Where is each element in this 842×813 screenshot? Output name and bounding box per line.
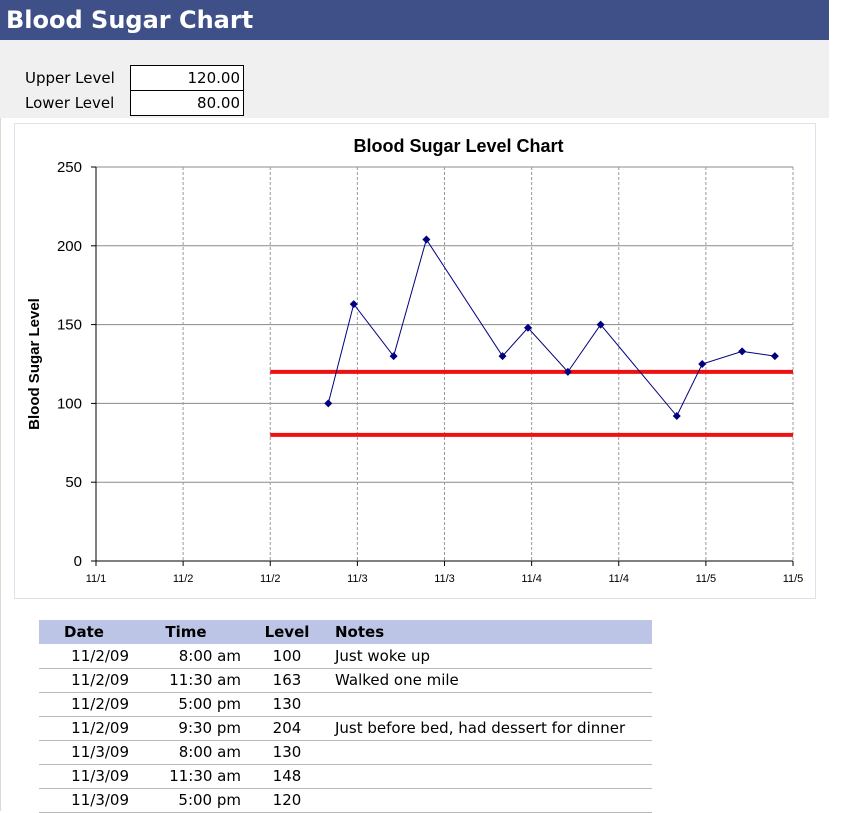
col-header-time[interactable]: Time bbox=[131, 620, 241, 644]
data-point bbox=[422, 235, 431, 244]
y-tick-label: 100 bbox=[57, 395, 82, 412]
y-axis-label: Blood Sugar Level bbox=[26, 298, 43, 430]
lower-level-label: Lower Level bbox=[25, 94, 115, 112]
cell-level[interactable]: 130 bbox=[241, 740, 333, 765]
cell-time[interactable]: 5:00 pm bbox=[131, 692, 241, 717]
table-row: 11/2/09 11:30 am 163 Walked one mile bbox=[39, 668, 652, 693]
x-tick-label: 11/5 bbox=[696, 573, 717, 585]
cell-date[interactable]: 11/3/09 bbox=[39, 764, 131, 789]
data-point bbox=[596, 320, 605, 329]
cell-level[interactable]: 204 bbox=[241, 716, 333, 741]
cell-level[interactable]: 120 bbox=[241, 788, 333, 813]
data-point bbox=[698, 360, 707, 368]
cell-notes[interactable]: Just before bed, had dessert for dinner bbox=[333, 716, 652, 741]
cell-date[interactable]: 11/3/09 bbox=[39, 740, 131, 765]
cell-level[interactable]: 100 bbox=[241, 644, 333, 669]
table-row: 11/2/09 9:30 pm 204 Just before bed, had… bbox=[39, 716, 652, 741]
cell-date[interactable]: 11/3/09 bbox=[39, 788, 131, 813]
level-settings-panel: Upper Level 120.00 Lower Level 80.00 bbox=[0, 40, 829, 118]
table-header-row: Date Time Level Notes bbox=[39, 620, 652, 644]
blood-sugar-chart: Blood Sugar Level Chart 0 50 100 150 200 250 11… bbox=[26, 136, 804, 585]
cell-time[interactable]: 11:30 am bbox=[131, 668, 241, 693]
cell-notes[interactable]: Walked one mile bbox=[333, 668, 652, 693]
upper-level-cell[interactable]: 120.00 bbox=[130, 65, 244, 91]
y-tick-label: 0 bbox=[74, 553, 82, 570]
cell-notes[interactable] bbox=[333, 764, 652, 789]
table-row: 11/3/09 11:30 am 148 bbox=[39, 764, 652, 789]
data-point bbox=[349, 300, 358, 309]
cell-time[interactable]: 9:30 pm bbox=[131, 716, 241, 741]
cell-time[interactable]: 8:00 am bbox=[131, 644, 241, 669]
table-row: 11/3/09 5:00 pm 120 bbox=[39, 788, 652, 813]
cell-date[interactable]: 11/2/09 bbox=[39, 716, 131, 741]
x-tick-label: 11/3 bbox=[434, 573, 455, 585]
cell-level[interactable]: 130 bbox=[241, 692, 333, 717]
cell-time[interactable]: 11:30 am bbox=[131, 764, 241, 789]
data-point bbox=[770, 352, 779, 361]
cell-time[interactable]: 5:00 pm bbox=[131, 788, 241, 813]
y-tick-label: 250 bbox=[57, 159, 82, 176]
x-tick-label: 11/2 bbox=[260, 573, 281, 585]
x-tick-label: 11/3 bbox=[347, 573, 368, 585]
col-header-notes[interactable]: Notes bbox=[333, 620, 652, 644]
cell-notes[interactable] bbox=[333, 740, 652, 765]
cell-level[interactable]: 163 bbox=[241, 668, 333, 693]
table-row: 11/3/09 8:00 am 130 bbox=[39, 740, 652, 765]
series-line bbox=[327, 238, 775, 417]
sheet-title: Blood Sugar Chart bbox=[0, 0, 829, 40]
cell-level[interactable]: 148 bbox=[241, 764, 333, 789]
cell-notes[interactable] bbox=[333, 692, 652, 717]
sheet-left-border bbox=[0, 118, 1, 811]
data-point bbox=[563, 367, 572, 376]
x-tick-label: 11/1 bbox=[86, 573, 107, 585]
table-row: 11/2/09 8:00 am 100 Just woke up bbox=[39, 644, 652, 669]
col-header-level[interactable]: Level bbox=[241, 620, 333, 644]
cell-date[interactable]: 11/2/09 bbox=[39, 644, 131, 669]
data-point bbox=[498, 352, 507, 361]
cell-time[interactable]: 8:00 am bbox=[131, 740, 241, 765]
data-point bbox=[523, 323, 532, 332]
data-point bbox=[738, 347, 747, 356]
table-row: 11/2/09 5:00 pm 130 bbox=[39, 692, 652, 717]
y-tick-label: 50 bbox=[65, 474, 82, 491]
data-point bbox=[324, 399, 333, 408]
cell-notes[interactable]: Just woke up bbox=[333, 644, 652, 669]
x-tick-label: 11/4 bbox=[521, 573, 542, 585]
upper-level-label: Upper Level bbox=[25, 69, 115, 87]
cell-notes[interactable] bbox=[333, 788, 652, 813]
col-header-date[interactable]: Date bbox=[39, 620, 131, 644]
data-point bbox=[672, 412, 681, 421]
x-tick-label: 11/5 bbox=[783, 573, 804, 585]
lower-level-cell[interactable]: 80.00 bbox=[130, 90, 244, 116]
data-point bbox=[389, 352, 398, 361]
chart-area[interactable]: Blood Sugar Level Chart 0 50 100 150 200 250 11… bbox=[14, 123, 816, 599]
y-tick-label: 200 bbox=[57, 238, 82, 255]
y-tick-label: 150 bbox=[57, 317, 82, 334]
cell-date[interactable]: 11/2/09 bbox=[39, 692, 131, 717]
x-tick-label: 11/4 bbox=[608, 573, 629, 585]
cell-date[interactable]: 11/2/09 bbox=[39, 668, 131, 693]
chart-title: Blood Sugar Level Chart bbox=[353, 136, 563, 156]
x-tick-label: 11/2 bbox=[173, 573, 194, 585]
blood-sugar-log-table: Date Time Level Notes 11/2/09 8:00 am 10… bbox=[39, 620, 652, 813]
